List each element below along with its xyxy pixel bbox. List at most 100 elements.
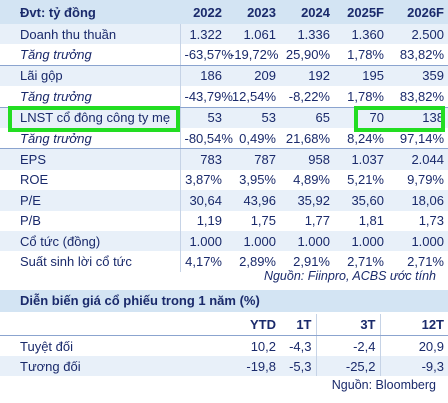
cell: 70 bbox=[334, 107, 388, 128]
financial-table: Đvt: tỷ đồng 2022 2023 2024 2025F 2026F … bbox=[0, 0, 448, 272]
table-row: P/B 1,19 1,75 1,77 1,81 1,73 bbox=[0, 210, 448, 231]
row-label: Tăng trưởng bbox=[0, 127, 180, 150]
cell: 783 bbox=[179, 148, 226, 170]
unit-label: Đvt: tỷ đồng bbox=[0, 0, 180, 24]
cell: -19,72% bbox=[226, 44, 280, 66]
row-label: LNST cổ đông công ty mẹ bbox=[0, 107, 180, 128]
cell: 53 bbox=[179, 107, 226, 128]
year-header: 2022 bbox=[180, 0, 226, 24]
cell: 1,77 bbox=[304, 213, 330, 229]
cell: 3,87% bbox=[179, 169, 226, 191]
column-header: YTD bbox=[228, 314, 280, 336]
cell: 4,89% bbox=[293, 172, 330, 188]
cell: 25,90% bbox=[280, 44, 334, 66]
cell: 1.061 bbox=[226, 24, 280, 45]
cell: 138 bbox=[388, 107, 448, 128]
table-row: Tuyệt đối 10,2 -4,3 -2,4 20,9 bbox=[0, 335, 448, 356]
row-label: Tuyệt đối bbox=[20, 338, 73, 354]
cell: 9,79% bbox=[407, 172, 444, 188]
cell: 2.500 bbox=[388, 24, 448, 45]
table-header-row: Đvt: tỷ đồng 2022 2023 2024 2025F 2026F bbox=[0, 0, 448, 24]
cell: 209 bbox=[226, 65, 280, 87]
cell: 2,89% bbox=[239, 253, 276, 269]
cell: 1,73 bbox=[418, 213, 444, 229]
table-row: P/E 30,64 43,96 35,92 35,60 18,06 bbox=[0, 190, 448, 211]
row-label: Tăng trưởng bbox=[0, 44, 180, 66]
table-row: Cổ tức (đồng) 1.000 1.000 1.000 1.000 1.… bbox=[0, 230, 448, 252]
cell: 1.037 bbox=[334, 148, 388, 170]
cell: 35,92 bbox=[280, 190, 334, 211]
cell: -19,8 bbox=[228, 356, 280, 376]
year-header: 2025F bbox=[334, 0, 388, 24]
cell: 83,82% bbox=[388, 44, 448, 66]
cell: 1.000 bbox=[388, 230, 448, 252]
cell: -63,57% bbox=[179, 44, 233, 66]
cell: 83,82% bbox=[388, 86, 448, 108]
table-row: EPS 783 787 958 1.037 2.044 bbox=[0, 148, 448, 170]
cell: 2,91% bbox=[293, 253, 330, 269]
cell: 18,06 bbox=[388, 190, 448, 211]
cell: 5,21% bbox=[347, 172, 384, 188]
cell: -80,54% bbox=[179, 127, 233, 150]
cell: 2,71% bbox=[347, 253, 384, 269]
cell: 2,71% bbox=[407, 253, 444, 269]
table-row: Tăng trưởng -43,79% 12,54% -8,22% 1,78% … bbox=[0, 86, 448, 108]
row-label: ROE bbox=[20, 172, 49, 188]
cell: 195 bbox=[334, 65, 388, 87]
cell: -5,3 bbox=[280, 356, 316, 376]
row-label: P/B bbox=[20, 213, 41, 229]
cell: 1,81 bbox=[358, 213, 384, 229]
column-header: 3T bbox=[315, 314, 380, 336]
cell: 10,2 bbox=[250, 338, 276, 354]
source-note: Nguồn: Fiinpro, ACBS ước tính bbox=[263, 269, 436, 283]
cell: 192 bbox=[280, 65, 334, 87]
cell: -43,79% bbox=[179, 86, 233, 108]
cell: 1.322 bbox=[179, 24, 226, 45]
table-row: Tăng trưởng -63,57% -19,72% 25,90% 1,78%… bbox=[0, 44, 448, 66]
cell: 65 bbox=[280, 107, 334, 128]
source-note-bloomberg: Nguồn: Bloomberg bbox=[331, 378, 436, 392]
cell: 2.044 bbox=[388, 148, 448, 170]
cell: 1,19 bbox=[179, 210, 226, 231]
price-performance-table: YTD 1T 3T 12T Tuyệt đối 10,2 -4,3 -2,4 2… bbox=[0, 314, 448, 376]
column-header: 12T bbox=[379, 314, 448, 336]
highlight-box-values bbox=[354, 106, 445, 132]
cell: 1,78% bbox=[334, 44, 388, 66]
table-row: Tương đối -19,8 -5,3 -25,2 -9,3 bbox=[0, 356, 448, 376]
table-row: Doanh thu thuần 1.322 1.061 1.336 1.360 … bbox=[0, 24, 448, 45]
row-label: P/E bbox=[0, 190, 180, 211]
cell: 1.000 bbox=[280, 230, 334, 252]
cell: 1.000 bbox=[179, 230, 226, 252]
section-title: Diễn biến giá cổ phiếu trong 1 năm (%) bbox=[0, 290, 448, 312]
row-label: EPS bbox=[0, 148, 180, 170]
cell: 1,78% bbox=[334, 86, 388, 108]
row-label: Doanh thu thuần bbox=[0, 24, 180, 45]
row-label: Suất sinh lời cổ tức bbox=[20, 253, 132, 269]
cell: 12,54% bbox=[226, 86, 280, 108]
cell: 21,68% bbox=[280, 127, 334, 150]
table-row: ROE 3,87% 3,95% 4,89% 5,21% 9,79% bbox=[0, 169, 448, 191]
highlight-box-label bbox=[8, 106, 180, 132]
row-label: Cổ tức (đồng) bbox=[0, 230, 180, 252]
table-header-row: YTD 1T 3T 12T bbox=[0, 314, 448, 336]
row-label: Tăng trưởng bbox=[0, 86, 180, 108]
table-row: Suất sinh lời cổ tức 4,17% 2,89% 2,91% 2… bbox=[0, 251, 448, 272]
cell: 97,14% bbox=[388, 127, 448, 150]
cell: -8,22% bbox=[280, 86, 334, 108]
year-header: 2026F bbox=[388, 0, 448, 24]
cell: 0,49% bbox=[226, 127, 280, 150]
cell: 53 bbox=[226, 107, 280, 128]
cell: -9,3 bbox=[379, 356, 448, 376]
year-header: 2023 bbox=[226, 0, 280, 24]
cell: -2,4 bbox=[315, 335, 380, 356]
cell: 43,96 bbox=[226, 190, 280, 211]
cell: 4,17% bbox=[179, 251, 226, 272]
year-header: 2024 bbox=[280, 0, 334, 24]
cell: 186 bbox=[179, 65, 226, 87]
cell: 8,24% bbox=[334, 127, 388, 150]
cell: 787 bbox=[226, 148, 280, 170]
cell: -25,2 bbox=[315, 356, 380, 376]
row-label: Tương đối bbox=[0, 356, 228, 376]
row-label: Lãi gộp bbox=[0, 65, 180, 87]
table-row: Lãi gộp 186 209 192 195 359 bbox=[0, 65, 448, 87]
